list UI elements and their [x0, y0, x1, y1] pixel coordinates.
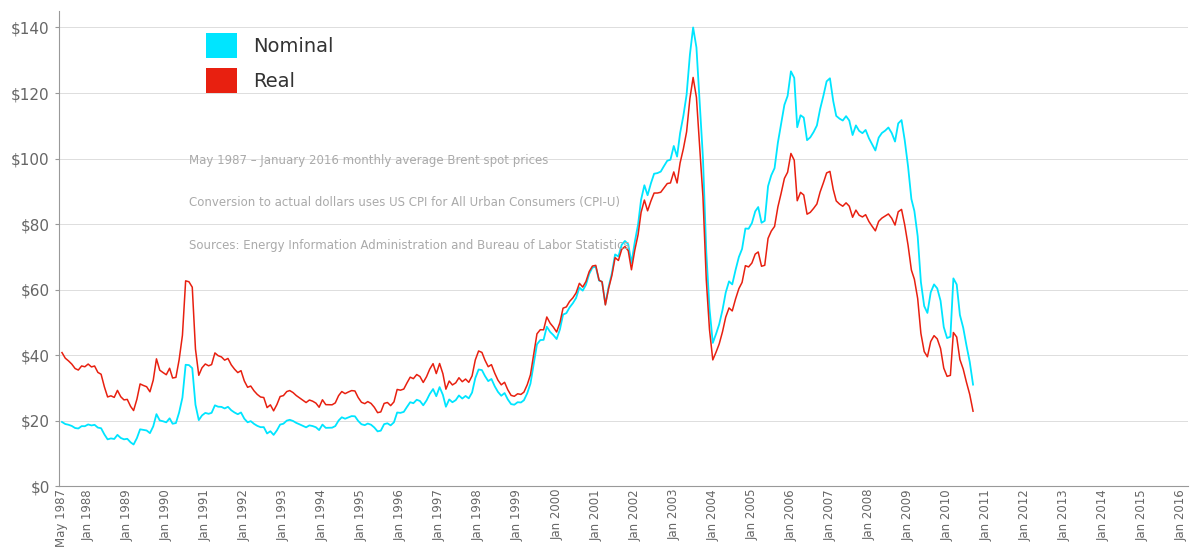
Text: Conversion to actual dollars uses US CPI for All Urban Consumers (CPI-U): Conversion to actual dollars uses US CPI…	[188, 196, 619, 209]
Text: May 1987 – January 2016 monthly average Brent spot prices: May 1987 – January 2016 monthly average …	[188, 153, 548, 167]
Legend: Nominal, Real: Nominal, Real	[198, 26, 341, 101]
Text: Sources: Energy Information Administration and Bureau of Labor Statistics: Sources: Energy Information Administrati…	[188, 239, 629, 252]
